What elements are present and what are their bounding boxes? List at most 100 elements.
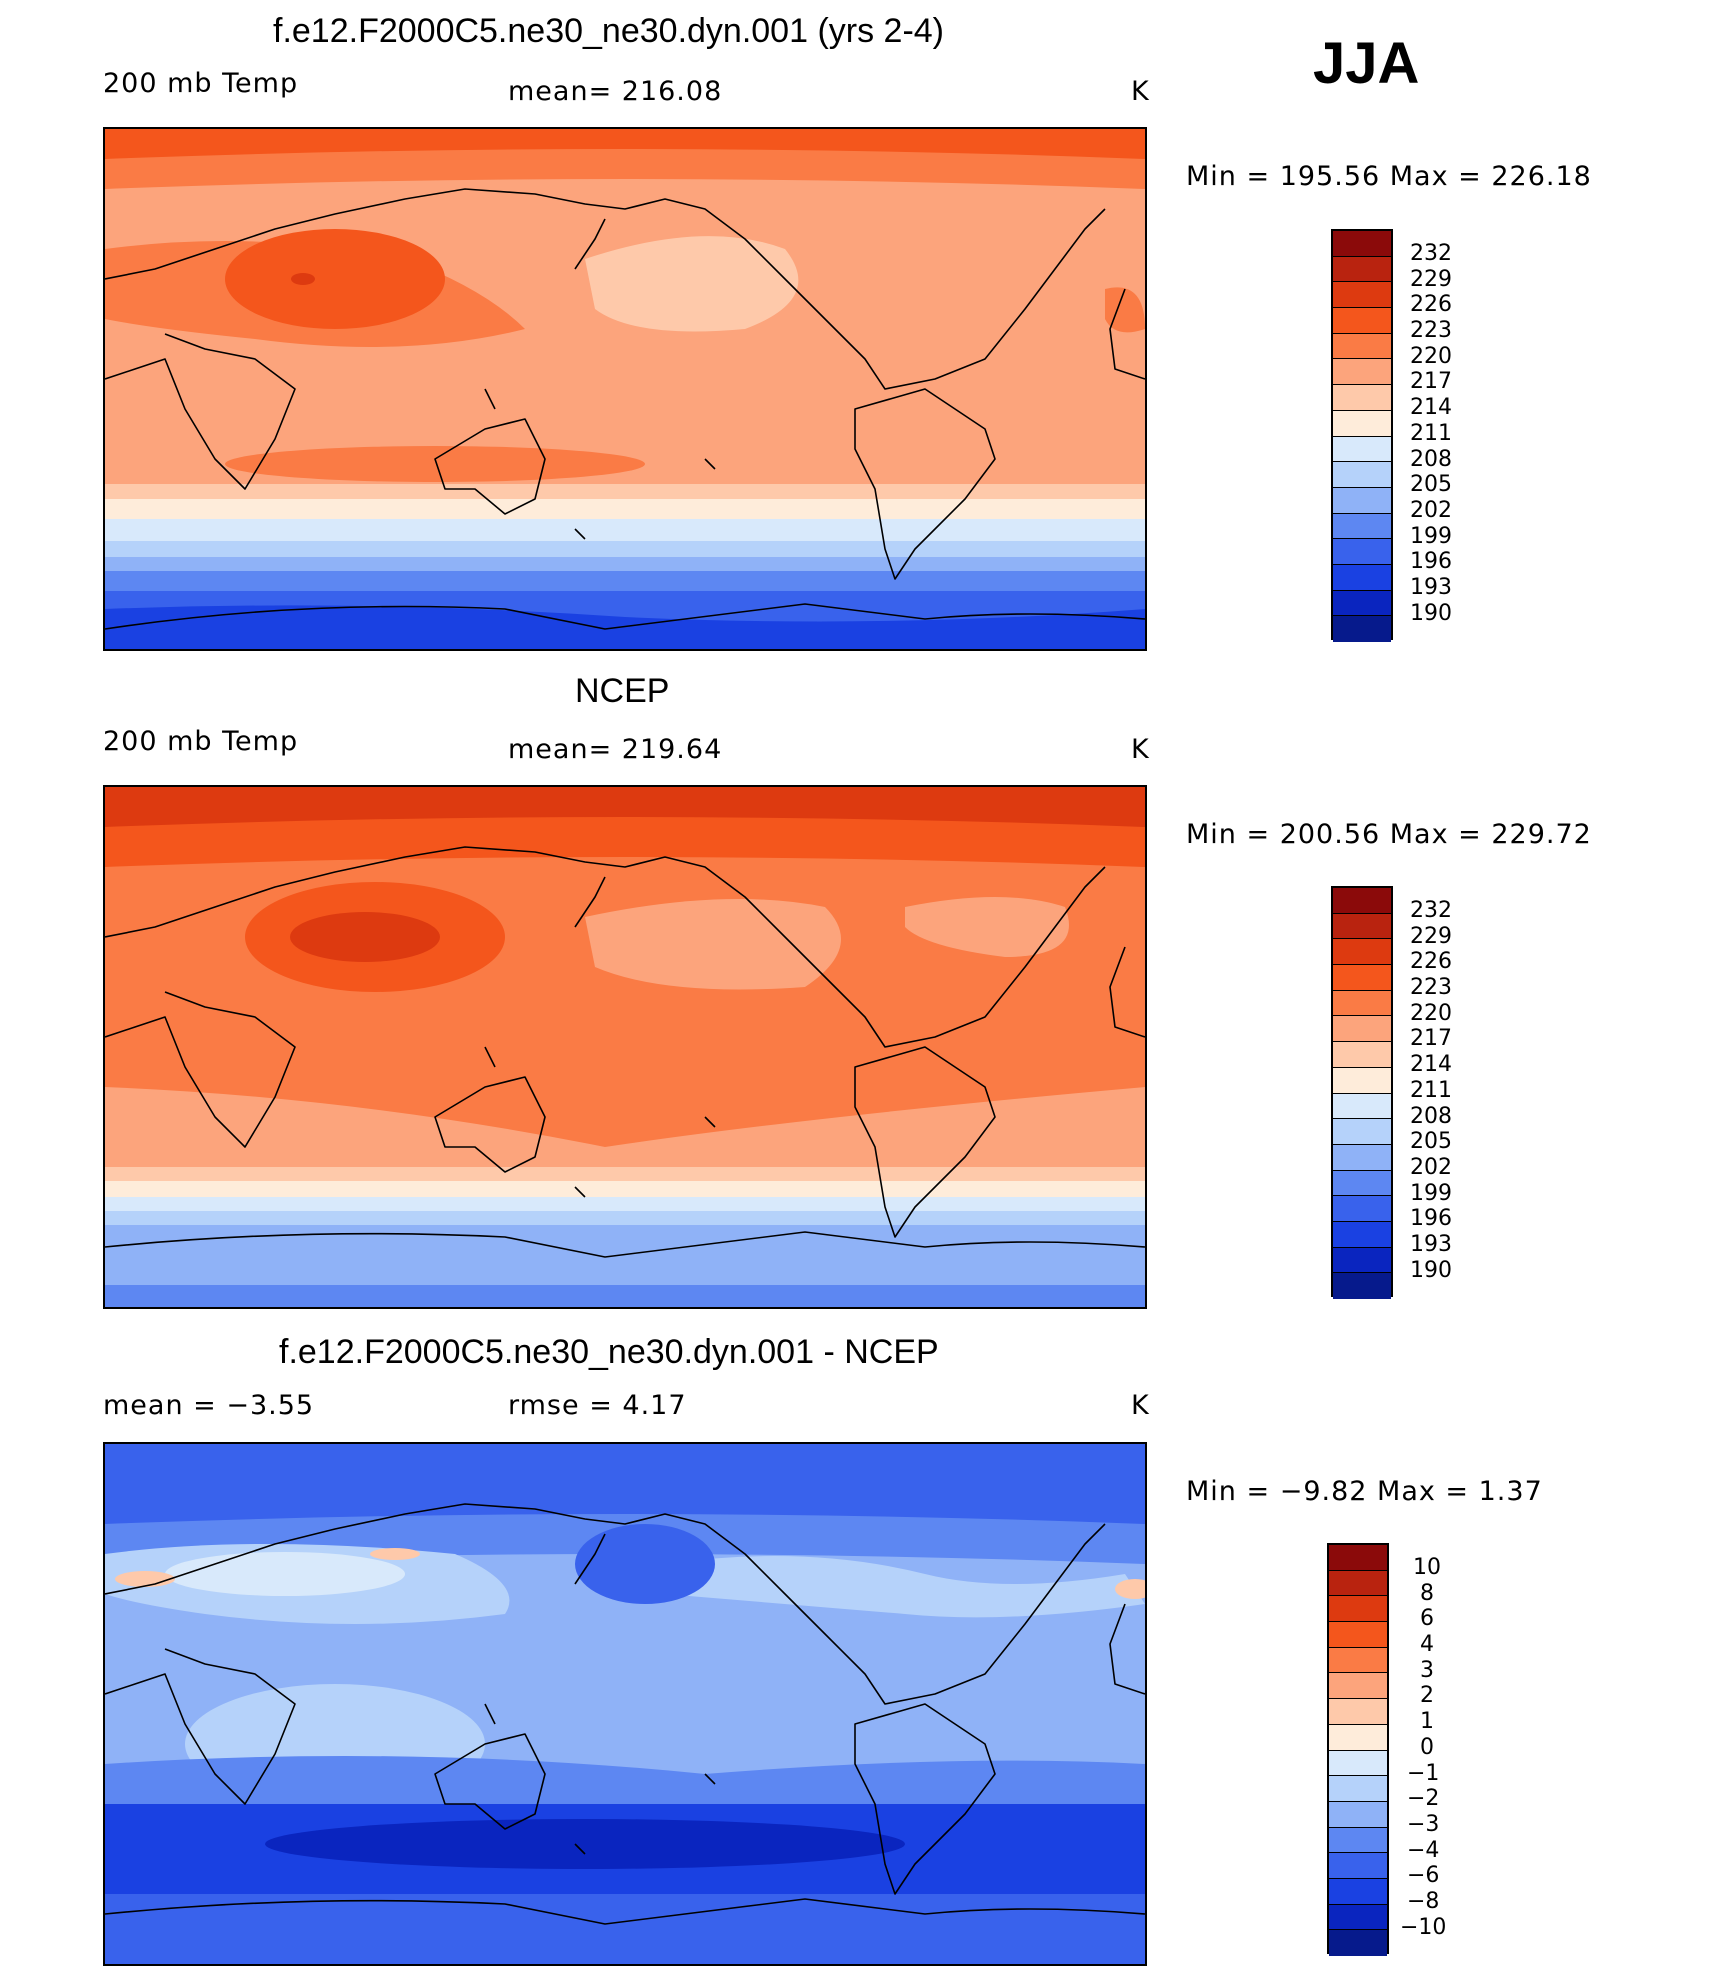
colorbar-tick-label: 223 xyxy=(1410,318,1452,343)
colorbar-tick-label: 199 xyxy=(1410,1181,1452,1206)
panel-diff-rmse-label: rmse = 4.17 xyxy=(508,1390,687,1421)
colorbar-swatch xyxy=(1329,1570,1387,1597)
diff-pacific-light xyxy=(665,1556,1145,1618)
colorbar-tick-label: −6 xyxy=(1407,1863,1440,1888)
colorbar-swatch xyxy=(1329,1853,1387,1879)
colorbar-tick-label: 190 xyxy=(1410,1258,1452,1283)
colorbar-swatch xyxy=(1333,282,1391,309)
colorbar-tick-label: 3 xyxy=(1420,1658,1434,1683)
colorbar-tick-label: 8 xyxy=(1420,1581,1434,1606)
obs-band-1 xyxy=(105,1167,1145,1181)
panel-obs-map xyxy=(103,785,1147,1309)
panel-diff-colorbar xyxy=(1327,1543,1389,1956)
obs-band-3 xyxy=(105,1197,1145,1211)
model-east-warm xyxy=(1105,287,1145,333)
colorbar-tick-label: 205 xyxy=(1410,472,1452,497)
colorbar-swatch xyxy=(1329,1776,1387,1802)
colorbar-tick-label: 214 xyxy=(1410,395,1452,420)
obs-tibet-core xyxy=(290,912,440,962)
colorbar-swatch xyxy=(1333,539,1391,565)
colorbar-swatch xyxy=(1333,1119,1391,1145)
colorbar-swatch xyxy=(1333,990,1391,1017)
colorbar-tick-label: −3 xyxy=(1407,1812,1440,1837)
colorbar-swatch xyxy=(1333,913,1391,940)
colorbar-swatch xyxy=(1333,1016,1391,1043)
colorbar-tick-label: 217 xyxy=(1410,369,1452,394)
model-tibet-max xyxy=(291,273,315,285)
model-coastlines xyxy=(105,188,1145,630)
colorbar-swatch xyxy=(1333,1093,1391,1120)
colorbar-tick-label: −1 xyxy=(1407,1761,1440,1786)
colorbar-tick-label: 229 xyxy=(1410,267,1452,292)
colorbar-tick-label: 226 xyxy=(1410,949,1452,974)
colorbar-swatch xyxy=(1333,939,1391,966)
panel-obs-minmax: Min = 200.56 Max = 229.72 xyxy=(1186,819,1592,850)
colorbar-swatch xyxy=(1333,888,1391,914)
colorbar-swatch xyxy=(1333,333,1391,360)
colorbar-swatch xyxy=(1333,1273,1391,1299)
season-label: JJA xyxy=(1313,31,1420,96)
colorbar-tick-label: 202 xyxy=(1410,1155,1452,1180)
obs-band-6 xyxy=(105,1285,1145,1307)
colorbar-swatch xyxy=(1333,1042,1391,1068)
colorbar-swatch xyxy=(1333,965,1391,991)
diff-antarctic-band xyxy=(105,1894,1145,1964)
colorbar-tick-label: 4 xyxy=(1420,1632,1434,1657)
colorbar-swatch xyxy=(1329,1596,1387,1623)
colorbar-swatch xyxy=(1333,1170,1391,1197)
obs-south-cool xyxy=(105,1087,1145,1167)
colorbar-tick-label: 229 xyxy=(1410,924,1452,949)
model-band-1 xyxy=(105,484,1145,499)
colorbar-swatch xyxy=(1329,1827,1387,1854)
colorbar-tick-label: 193 xyxy=(1410,1232,1452,1257)
colorbar-swatch xyxy=(1333,616,1391,642)
colorbar-swatch xyxy=(1329,1750,1387,1777)
colorbar-swatch xyxy=(1333,359,1391,386)
model-pacific-cool xyxy=(585,236,799,332)
colorbar-tick-label: 0 xyxy=(1420,1735,1434,1760)
diff-europe-positive xyxy=(115,1571,175,1587)
colorbar-swatch xyxy=(1333,385,1391,411)
obs-band-2 xyxy=(105,1181,1145,1197)
model-band-5 xyxy=(105,557,1145,571)
colorbar-tick-label: 220 xyxy=(1410,344,1452,369)
colorbar-tick-label: 10 xyxy=(1413,1555,1441,1580)
diff-southern-coldest xyxy=(265,1819,905,1869)
colorbar-swatch xyxy=(1333,590,1391,617)
diff-coastlines xyxy=(105,1503,1145,1925)
colorbar-swatch xyxy=(1329,1647,1387,1674)
colorbar-swatch xyxy=(1333,308,1391,334)
model-tibet-core xyxy=(225,229,445,329)
colorbar-swatch xyxy=(1329,1724,1387,1751)
colorbar-swatch xyxy=(1333,513,1391,540)
diff-asia-positive xyxy=(370,1548,420,1560)
panel-diff-map xyxy=(103,1442,1147,1966)
colorbar-tick-label: 2 xyxy=(1420,1683,1434,1708)
obs-north-band xyxy=(105,817,1145,867)
colorbar-swatch xyxy=(1329,1878,1387,1905)
colorbar-tick-label: 226 xyxy=(1410,292,1452,317)
colorbar-tick-label: 232 xyxy=(1410,241,1452,266)
panel-model-mean-label: mean= 216.08 xyxy=(508,76,723,107)
obs-band-4 xyxy=(105,1211,1145,1225)
panel-model-units-label: K xyxy=(1131,76,1150,107)
colorbar-swatch xyxy=(1329,1545,1387,1571)
model-south-warm xyxy=(225,446,645,482)
colorbar-swatch xyxy=(1333,1144,1391,1171)
colorbar-swatch xyxy=(1329,1930,1387,1956)
colorbar-swatch xyxy=(1333,487,1391,514)
colorbar-tick-label: −2 xyxy=(1407,1786,1440,1811)
colorbar-swatch xyxy=(1329,1699,1387,1725)
colorbar-tick-label: 208 xyxy=(1410,1104,1452,1129)
panel-obs-units-label: K xyxy=(1131,734,1150,765)
colorbar-swatch xyxy=(1329,1673,1387,1700)
colorbar-tick-label: 196 xyxy=(1410,549,1452,574)
colorbar-tick-label: 199 xyxy=(1410,524,1452,549)
colorbar-swatch xyxy=(1333,410,1391,437)
model-band-3 xyxy=(105,519,1145,541)
colorbar-tick-label: −10 xyxy=(1400,1915,1447,1940)
diff-east-positive xyxy=(1115,1579,1145,1599)
colorbar-tick-label: 205 xyxy=(1410,1129,1452,1154)
colorbar-tick-label: −8 xyxy=(1407,1889,1440,1914)
colorbar-swatch xyxy=(1333,1196,1391,1222)
